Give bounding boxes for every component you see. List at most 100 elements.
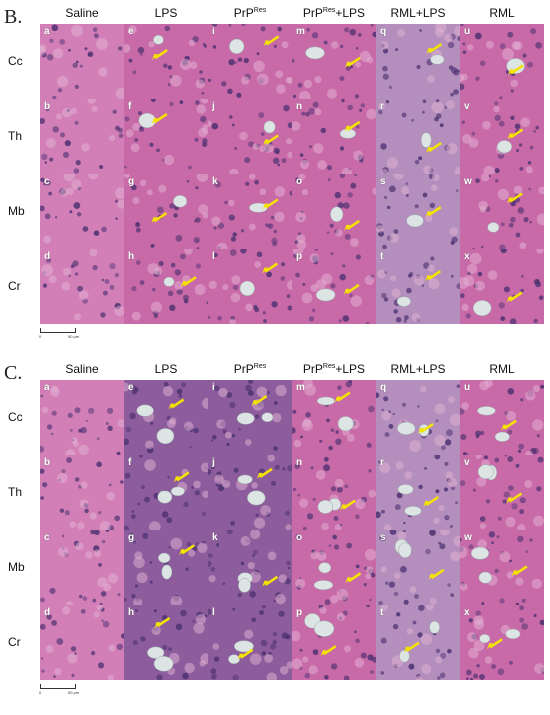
micrograph-cell: g — [124, 530, 208, 605]
micrograph-cell: e — [124, 24, 208, 99]
micrograph-cell: x — [460, 605, 544, 680]
row-header: Cc — [8, 54, 23, 68]
micrograph-cell: u — [460, 24, 544, 99]
micrograph-cell: c — [40, 174, 124, 249]
row-header: Th — [8, 485, 23, 499]
micrograph-cell: d — [40, 605, 124, 680]
arrow-icon — [425, 206, 442, 218]
micrograph-cell: n — [292, 99, 376, 174]
cell-letter: j — [212, 101, 215, 112]
cell-letter: w — [464, 176, 472, 187]
cell-letter: v — [464, 101, 470, 112]
cell-letter: l — [212, 251, 215, 262]
scale-end: 50 μm — [68, 690, 80, 695]
cell-letter: x — [464, 607, 470, 618]
panel-label: C. — [4, 362, 23, 384]
micrograph-cell: m — [292, 380, 376, 455]
micrograph-cell: v — [460, 99, 544, 174]
arrow-icon — [344, 120, 361, 132]
arrow-icon — [501, 419, 517, 431]
cell-letter: b — [44, 101, 51, 112]
cell-letter: t — [380, 607, 384, 618]
micrograph-cell: h — [124, 605, 208, 680]
cell-letter: x — [464, 251, 470, 262]
column-header: LPS — [154, 6, 178, 20]
arrow-icon — [151, 212, 168, 224]
cell-letter: d — [44, 607, 51, 618]
arrow-icon — [511, 565, 528, 577]
micrograph-cell: f — [124, 99, 208, 174]
arrow-icon — [320, 645, 337, 657]
arrow-icon — [151, 113, 168, 125]
micrograph-cell: t — [376, 249, 460, 324]
arrow-icon — [506, 291, 523, 303]
cell-letter: u — [464, 382, 471, 393]
cell-letter: q — [380, 382, 387, 393]
arrow-icon — [334, 391, 351, 403]
column-header: PrPRes+LPS — [302, 6, 366, 20]
arrow-icon — [262, 575, 279, 587]
micrograph-cell: a — [40, 24, 124, 99]
arrow-icon — [173, 471, 190, 483]
arrow-icon — [181, 276, 197, 288]
micrograph-cell: k — [208, 174, 292, 249]
arrow-icon — [263, 134, 279, 146]
micrograph-cell: q — [376, 24, 460, 99]
cell-letter: f — [128, 101, 132, 112]
column-header: LPS — [154, 362, 178, 376]
arrow-icon — [426, 43, 443, 55]
cell-letter: o — [296, 176, 303, 187]
cell-letter: h — [128, 607, 135, 618]
column-header: PrPRes — [233, 6, 267, 20]
micrograph-cell: p — [292, 249, 376, 324]
arrow-icon — [154, 617, 171, 629]
micrograph-cell: s — [376, 530, 460, 605]
micrograph-cell: h — [124, 249, 208, 324]
micrograph-cell: o — [292, 530, 376, 605]
cell-letter: a — [44, 26, 50, 37]
arrow-icon — [507, 192, 523, 204]
micrograph-cell: d — [40, 249, 124, 324]
arrow-icon — [345, 56, 361, 68]
micrograph-cell: r — [376, 99, 460, 174]
cell-letter: m — [296, 382, 305, 393]
cell-letter: u — [464, 26, 471, 37]
arrow-icon — [508, 64, 524, 76]
cell-letter: l — [212, 607, 215, 618]
arrow-icon — [262, 262, 279, 274]
cell-letter: c — [44, 532, 50, 543]
cell-letter: p — [296, 607, 303, 618]
micrograph-cell: o — [292, 174, 376, 249]
arrow-icon — [237, 648, 254, 660]
micrograph-cell: q — [376, 380, 460, 455]
row-header: Cr — [8, 635, 21, 649]
arrow-icon — [344, 219, 360, 231]
cell-letter: d — [44, 251, 51, 262]
scale-start: 0 — [39, 690, 42, 695]
cell-letter: o — [296, 532, 303, 543]
micrograph-cell: x — [460, 249, 544, 324]
arrow-icon — [179, 544, 195, 556]
cell-letter: a — [44, 382, 50, 393]
arrow-icon — [345, 572, 362, 584]
arrow-icon — [423, 495, 439, 507]
micrograph-cell: j — [208, 455, 292, 530]
scale-start: 0 — [39, 334, 42, 339]
arrow-icon — [487, 638, 503, 650]
cell-letter: h — [128, 251, 135, 262]
cell-letter: i — [212, 26, 215, 37]
micrograph-cell: u — [460, 380, 544, 455]
cell-letter: p — [296, 251, 303, 262]
column-header: PrPRes — [233, 362, 267, 376]
cell-letter: m — [296, 26, 305, 37]
micrograph-cell: s — [376, 174, 460, 249]
cell-letter: j — [212, 457, 215, 468]
arrow-icon — [425, 270, 441, 282]
arrow-icon — [403, 641, 420, 653]
micrograph-cell: w — [460, 530, 544, 605]
column-header: RML — [489, 362, 515, 376]
cell-letter: c — [44, 176, 50, 187]
micrograph-cell: w — [460, 174, 544, 249]
row-header: Th — [8, 129, 23, 143]
micrograph-cell: k — [208, 530, 292, 605]
